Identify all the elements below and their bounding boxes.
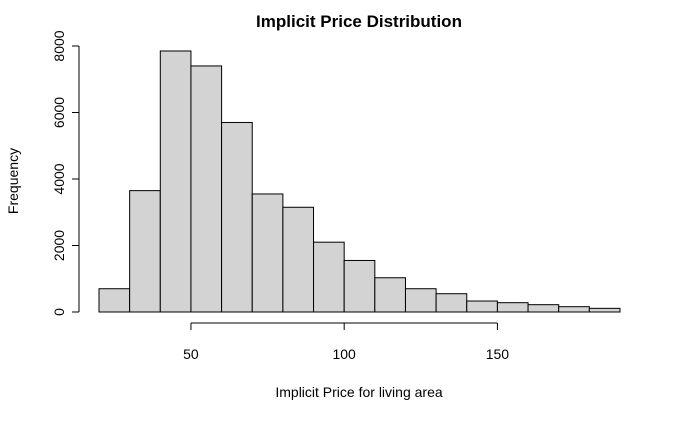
histogram-bar: [588, 307, 621, 313]
y-tick-label: 2000: [51, 230, 67, 261]
histogram-bar: [251, 193, 284, 313]
histogram-bar: [435, 293, 468, 313]
histogram-bar: [404, 288, 437, 313]
histogram-bar: [496, 302, 529, 313]
histogram-bar: [159, 50, 192, 313]
x-axis: 50 100 150: [183, 322, 510, 362]
chart-title: Implicit Price Distribution: [256, 12, 462, 31]
bars-group: [98, 50, 621, 313]
histogram-bar: [129, 190, 161, 313]
y-axis: 0 2000 4000 6000 8000: [51, 30, 80, 316]
y-tick-label: 6000: [51, 97, 67, 128]
x-tick-label: 100: [332, 346, 356, 362]
x-tick-label: 50: [183, 346, 199, 362]
histogram-bar: [374, 277, 406, 313]
y-tick-label: 8000: [51, 30, 67, 61]
histogram-bar: [98, 288, 131, 313]
histogram-bar: [282, 206, 315, 313]
histogram-bar: [221, 121, 253, 313]
histogram-bar: [527, 304, 560, 313]
y-axis-label: Frequency: [5, 148, 21, 214]
histogram-bar: [466, 300, 498, 313]
histogram-bar: [313, 241, 345, 313]
x-axis-label: Implicit Price for living area: [275, 384, 442, 400]
y-tick-label: 4000: [51, 163, 67, 194]
histogram-bar: [190, 65, 223, 313]
histogram-bar: [558, 306, 590, 313]
histogram-bar: [343, 259, 376, 313]
x-tick-label: 150: [486, 346, 510, 362]
y-tick-label: 0: [51, 308, 67, 316]
